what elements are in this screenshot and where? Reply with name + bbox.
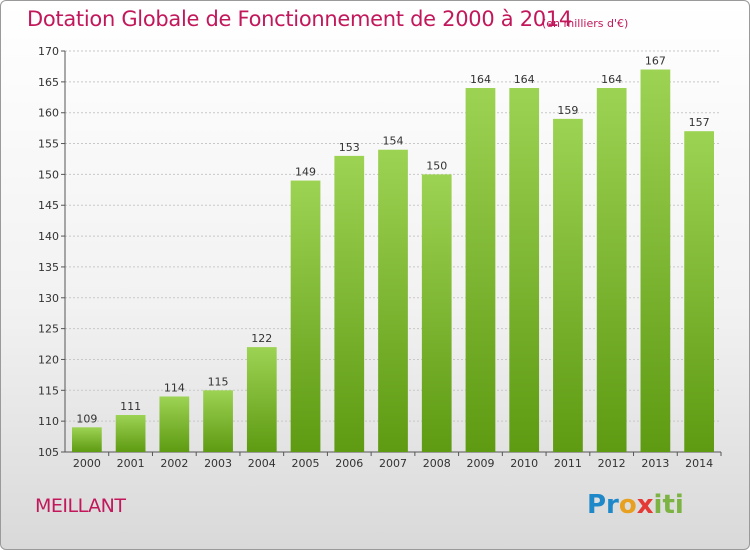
y-tick-label: 140 — [38, 230, 59, 243]
bar-2008 — [421, 174, 452, 452]
logo-part: iti — [653, 490, 684, 520]
x-tick-label: 2013 — [641, 457, 669, 470]
bar-2005 — [290, 180, 321, 453]
data-label: 164 — [601, 73, 622, 86]
x-tick-label: 2005 — [292, 457, 320, 470]
bar-2000 — [71, 427, 102, 452]
logo-part: o — [618, 490, 637, 520]
city-name: MEILLANT — [35, 495, 126, 517]
bar-2013 — [640, 69, 671, 452]
logo-part: x — [636, 490, 654, 520]
y-tick-label: 110 — [38, 415, 59, 428]
bar-2002 — [159, 396, 190, 452]
data-label: 149 — [295, 166, 316, 179]
labels: 105 110 115 120 125 130 135 140 145 150 155 160 165 1… — [38, 45, 713, 470]
y-tick-label: 155 — [38, 138, 59, 151]
bar-2006 — [334, 155, 365, 452]
bar-2007 — [378, 149, 408, 452]
x-tick-label: 2002 — [160, 457, 188, 470]
x-tick-label: 2010 — [510, 457, 538, 470]
x-tick-label: 2001 — [117, 457, 145, 470]
y-tick-label: 165 — [38, 76, 59, 89]
y-tick-label: 115 — [38, 384, 59, 397]
data-label: 164 — [514, 73, 535, 86]
x-tick-label: 2006 — [335, 457, 363, 470]
data-label: 153 — [339, 141, 360, 154]
bar-2004 — [246, 347, 277, 452]
chart-subtitle: (en milliers d'€) — [542, 17, 629, 30]
data-label: 122 — [251, 332, 272, 345]
data-label: 159 — [557, 104, 578, 117]
data-label: 150 — [426, 159, 447, 172]
x-tick-label: 2009 — [466, 457, 494, 470]
y-tick-label: 145 — [38, 199, 59, 212]
bar-2010 — [509, 88, 540, 452]
x-tick-label: 2000 — [73, 457, 101, 470]
bar-2001 — [115, 414, 146, 452]
x-tick-label: 2012 — [598, 457, 626, 470]
proxiti-logo[interactable]: Proxiti — [587, 490, 684, 520]
y-tick-label: 135 — [38, 261, 59, 274]
data-label: 109 — [76, 412, 97, 425]
data-label: 157 — [689, 116, 710, 129]
bar-2012 — [596, 88, 627, 452]
y-tick-label: 170 — [38, 45, 59, 58]
data-label: 154 — [383, 135, 404, 148]
bar-2014 — [684, 131, 715, 452]
x-tick-label: 2008 — [423, 457, 451, 470]
bar-2011 — [553, 118, 583, 452]
x-tick-label: 2004 — [248, 457, 276, 470]
y-tick-label: 125 — [38, 323, 59, 336]
y-tick-label: 130 — [38, 292, 59, 305]
y-tick-label: 105 — [38, 446, 59, 459]
data-label: 167 — [645, 55, 666, 68]
data-label: 114 — [164, 381, 185, 394]
x-tick-label: 2014 — [685, 457, 713, 470]
y-tick-label: 150 — [38, 168, 59, 181]
bars — [71, 69, 715, 453]
data-label: 115 — [208, 375, 229, 388]
data-label: 164 — [470, 73, 491, 86]
logo-part: Pr — [587, 490, 619, 520]
x-tick-label: 2011 — [554, 457, 582, 470]
y-tick-label: 160 — [38, 107, 59, 120]
data-label: 111 — [120, 400, 141, 413]
bar-2003 — [203, 390, 233, 452]
chart-title: Dotation Globale de Fonctionnement de 20… — [27, 7, 572, 31]
x-tick-label: 2003 — [204, 457, 232, 470]
y-tick-label: 120 — [38, 353, 59, 366]
bar-2009 — [465, 88, 496, 452]
x-tick-label: 2007 — [379, 457, 407, 470]
